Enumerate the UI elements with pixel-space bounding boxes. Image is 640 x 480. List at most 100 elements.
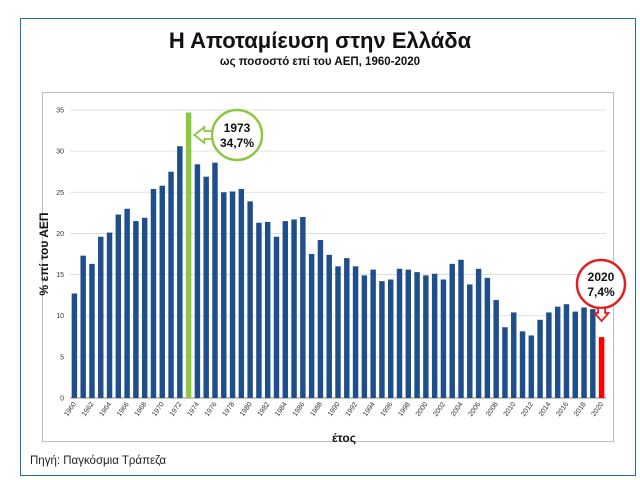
bar [229, 191, 236, 398]
bar [194, 164, 201, 398]
bar [124, 208, 130, 398]
bar [396, 268, 403, 398]
bar [221, 192, 227, 398]
chart-subtitle: ως ποσοστό επί του ΑΕΠ, 1960-2020 [219, 56, 421, 68]
y-tick-label: 20 [56, 231, 64, 238]
bar [458, 259, 464, 398]
x-tick-label: 2018 [573, 401, 588, 418]
bar [282, 221, 289, 398]
x-tick-label: 2002 [432, 401, 447, 418]
x-tick-label: 1998 [397, 401, 412, 418]
bar [581, 307, 587, 398]
bar [590, 309, 596, 398]
bar [317, 240, 324, 398]
x-tick-label: 1988 [309, 401, 324, 418]
bar [300, 216, 306, 398]
highlight-bar-2020 [598, 337, 605, 398]
bar [431, 273, 438, 398]
y-tick-label: 25 [56, 190, 64, 197]
x-tick-label: 1976 [204, 401, 219, 418]
annotation-ring-1973 [210, 108, 264, 162]
bar [502, 327, 508, 398]
bar [484, 277, 491, 398]
annotation-year-2020: 2020 [588, 270, 615, 284]
bar [493, 300, 499, 398]
x-tick-label: 1972 [169, 401, 184, 418]
chart-title: Η Αποταμίευση στην Ελλάδα [168, 28, 472, 53]
x-tick-label: 2000 [415, 401, 430, 418]
annotation-value-1973: 34,7% [220, 136, 254, 150]
x-tick-label: 1974 [186, 401, 201, 418]
x-tick-label: 1970 [151, 401, 166, 418]
bar [106, 232, 113, 398]
x-tick-label: 1982 [257, 401, 272, 418]
annotation-ring-2020 [575, 258, 627, 310]
bar [273, 236, 280, 398]
y-tick-label: 30 [56, 149, 64, 156]
bar [511, 312, 517, 398]
bar [554, 306, 561, 398]
bar [344, 258, 350, 398]
bar [449, 263, 455, 398]
y-tick-label: 10 [56, 313, 64, 320]
y-tick-label: 0 [60, 396, 64, 403]
bar [423, 275, 429, 398]
bar [212, 162, 218, 398]
bar [247, 201, 253, 398]
x-tick-label: 2008 [485, 401, 500, 418]
x-tick-label: 1992 [345, 401, 360, 418]
bar [133, 221, 139, 398]
x-tick-label: 1990 [327, 401, 342, 418]
x-tick-label: 1962 [81, 401, 96, 418]
bar [414, 272, 420, 398]
bar [326, 254, 332, 398]
x-tick-label: 2006 [468, 401, 483, 418]
bar [168, 171, 174, 398]
bar [387, 279, 394, 398]
bar [291, 219, 297, 398]
x-tick-label: 1968 [134, 401, 149, 418]
x-tick-label: 1996 [380, 401, 395, 418]
x-tick-label: 1986 [292, 401, 307, 418]
y-tick-label: 15 [56, 272, 64, 279]
annotation-arrow-1973 [192, 125, 213, 145]
highlight-bar-1973 [185, 112, 192, 399]
bar [335, 266, 341, 398]
x-tick-label: 1984 [274, 401, 289, 418]
x-tick-label: 1978 [222, 401, 237, 418]
x-tick-label: 1960 [63, 401, 78, 418]
bar [379, 281, 385, 398]
bar [352, 266, 359, 398]
bar [361, 275, 368, 398]
bar [563, 304, 570, 398]
x-tick-label: 2020 [591, 401, 606, 418]
x-tick-label: 2012 [520, 401, 535, 418]
y-tick-label: 5 [60, 354, 64, 361]
bar [467, 284, 473, 398]
x-axis-title: έτος [332, 431, 356, 445]
bar [308, 254, 315, 398]
annotation-arrow-2020 [592, 307, 611, 323]
bar [572, 311, 578, 398]
bar [98, 236, 104, 398]
bar [537, 319, 543, 398]
bar [80, 255, 86, 398]
x-tick-label: 1966 [116, 401, 131, 418]
bar [203, 176, 209, 398]
annotation-year-1973: 1973 [224, 121, 251, 135]
bar [546, 312, 552, 398]
x-tick-label: 2014 [538, 401, 553, 418]
bar [405, 269, 412, 398]
x-tick-label: 2004 [450, 401, 465, 418]
bar [256, 222, 262, 398]
bar [89, 263, 95, 398]
bar [475, 268, 482, 398]
bar [440, 279, 447, 398]
x-tick-label: 1964 [99, 401, 114, 418]
annotation-value-2020: 7,4% [587, 285, 615, 299]
source-note: Πηγή: Παγκόσμια Τράπεζα [30, 455, 167, 467]
bar [264, 221, 271, 398]
bar [519, 331, 526, 398]
x-tick-label: 1994 [362, 401, 377, 418]
